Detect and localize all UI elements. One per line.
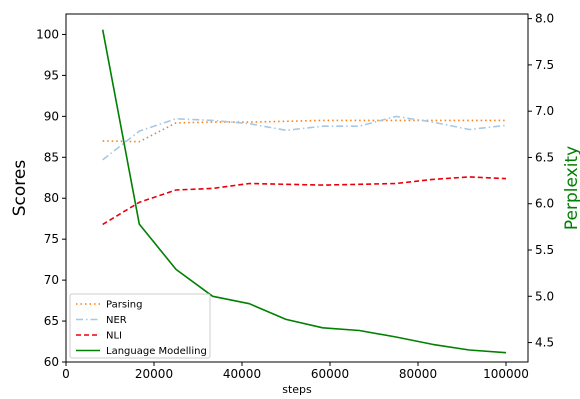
legend-label: Parsing <box>106 300 143 311</box>
y-tick-label: 100 <box>36 27 59 41</box>
y-tick-label: 70 <box>44 273 59 287</box>
series-line-parsing <box>102 119 506 143</box>
series-line-nli <box>102 176 507 226</box>
y-tick-label: 95 <box>44 68 59 82</box>
y2-tick-label: 5.5 <box>535 243 554 257</box>
y2-axis-title: Perplexity <box>562 146 580 230</box>
y-axis-title: Scores <box>10 160 30 217</box>
x-tick-label: 60000 <box>311 367 349 381</box>
legend-box <box>69 293 211 359</box>
legend: Parsing NER NLI Language Modelling <box>69 293 211 359</box>
y-tick-label: 90 <box>44 109 59 123</box>
x-tick-label: 20000 <box>135 367 173 381</box>
y2-tick-label: 6.0 <box>535 197 554 211</box>
plot-frame <box>65 13 529 363</box>
y-tick-label: 65 <box>44 314 59 328</box>
x-tick-label: 0 <box>62 367 70 381</box>
x-tick-label: 80000 <box>399 367 437 381</box>
x-tick-label: 40000 <box>223 367 261 381</box>
legend-label: Language Modelling <box>106 346 207 357</box>
y-tick-label: 60 <box>44 355 59 369</box>
legend-label: NLI <box>106 331 122 342</box>
x-axis-title: steps <box>282 383 312 396</box>
series-layer <box>101 29 507 354</box>
x-tick-label: 100000 <box>483 367 529 381</box>
axes-layer: 0 20000 40000 60000 80000 100000 60 65 70 75 80 85 9… <box>36 12 554 381</box>
legend-label: NER <box>106 315 127 326</box>
y-tick-label: 80 <box>44 191 59 205</box>
y-tick-label: 75 <box>44 232 59 246</box>
y2-tick-label: 7.5 <box>535 58 554 72</box>
y2-tick-label: 8.0 <box>535 12 554 26</box>
series-line-language-modelling <box>101 29 507 354</box>
y2-tick-label: 7.0 <box>535 104 554 118</box>
y2-tick-label: 6.5 <box>535 150 554 164</box>
y2-tick-label: 5.0 <box>535 289 554 303</box>
y-tick-label: 85 <box>44 150 59 164</box>
y2-tick-label: 4.5 <box>535 336 554 350</box>
series-line-ner <box>102 115 507 161</box>
